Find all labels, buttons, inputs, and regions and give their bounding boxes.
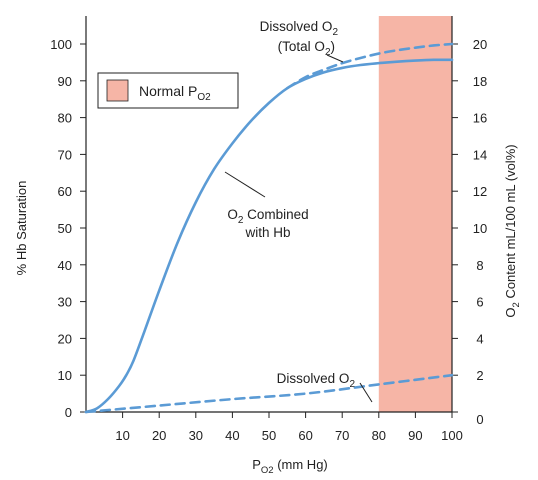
dissolved-o2-dashed-line xyxy=(84,373,454,414)
legend: Normal PO2 xyxy=(97,72,239,109)
x-tick-label: 90 xyxy=(408,428,422,443)
left-y-tick-label: 40 xyxy=(58,258,72,273)
x-tick-label: 40 xyxy=(225,428,239,443)
left-y-ticks: 0 10 20 30 40 50 60 70 80 90 100 xyxy=(50,37,86,420)
x-tick-label: 60 xyxy=(298,428,312,443)
x-ticks: 10 20 30 40 50 60 70 80 90 100 xyxy=(115,412,463,443)
left-y-tick-label: 80 xyxy=(58,111,72,126)
annotation-total-leader xyxy=(326,54,344,63)
right-y-tick-label: 10 xyxy=(473,221,487,236)
total-o2-dashed-line xyxy=(286,42,454,90)
right-y-tick-label: 16 xyxy=(473,111,487,126)
left-y-tick-label: 90 xyxy=(58,74,72,89)
right-y-tick-label: 2 xyxy=(476,368,483,383)
right-y-axis-label: O2 Content mL/100 mL (vol%) xyxy=(503,144,522,317)
left-y-tick-label: 0 xyxy=(65,405,72,420)
right-y-tick-label: 12 xyxy=(473,184,487,199)
annotation-total-o2: Dissolved O2 (Total O2) xyxy=(260,19,344,63)
annotation-combined-line1: O2 Combined xyxy=(227,207,308,226)
left-y-tick-label: 20 xyxy=(58,331,72,346)
annotation-combined-leader xyxy=(224,171,266,198)
x-tick-label: 70 xyxy=(335,428,349,443)
normal-po2-region xyxy=(378,16,452,412)
annotation-combined: O2 Combined with Hb xyxy=(224,171,309,240)
left-y-tick-label: 10 xyxy=(58,368,72,383)
x-axis-label: PO2 (mm Hg) xyxy=(252,457,328,476)
x-tick-label: 30 xyxy=(189,428,203,443)
right-y-tick-label: 20 xyxy=(473,37,487,52)
o2-combined-with-hb-line xyxy=(84,58,454,414)
legend-label: Normal PO2 xyxy=(139,83,211,103)
x-tick-label: 10 xyxy=(115,428,129,443)
x-tick-label: 80 xyxy=(372,428,386,443)
x-tick-label: 50 xyxy=(262,428,276,443)
series-layer xyxy=(84,42,454,414)
left-y-tick-label: 70 xyxy=(58,147,72,162)
right-y-ticks: 0 2 4 6 8 10 12 14 16 18 20 xyxy=(452,37,487,427)
annotation-dissolved-leader xyxy=(359,382,373,403)
right-y-tick-label: 6 xyxy=(476,295,483,310)
annotation-total-line1: Dissolved O2 xyxy=(260,19,339,38)
right-y-tick-label: 4 xyxy=(476,331,483,346)
left-y-axis-label: % Hb Saturation xyxy=(14,181,29,276)
left-y-tick-label: 60 xyxy=(58,184,72,199)
right-y-tick-label: 14 xyxy=(473,147,487,162)
annotation-dissolved: Dissolved O2 xyxy=(277,371,373,403)
annotation-dissolved-line1: Dissolved O2 xyxy=(277,371,356,390)
annotation-combined-line2: with Hb xyxy=(244,225,290,240)
x-tick-label: 20 xyxy=(152,428,166,443)
right-y-tick-label: 0 xyxy=(476,412,483,427)
left-y-tick-label: 100 xyxy=(50,37,72,52)
left-y-tick-label: 50 xyxy=(58,221,72,236)
legend-swatch xyxy=(106,79,129,102)
x-tick-label: 100 xyxy=(441,428,463,443)
annotation-total-line2: (Total O2) xyxy=(278,39,335,58)
right-y-tick-label: 8 xyxy=(476,258,483,273)
right-y-tick-label: 18 xyxy=(473,74,487,89)
left-y-tick-label: 30 xyxy=(58,295,72,310)
